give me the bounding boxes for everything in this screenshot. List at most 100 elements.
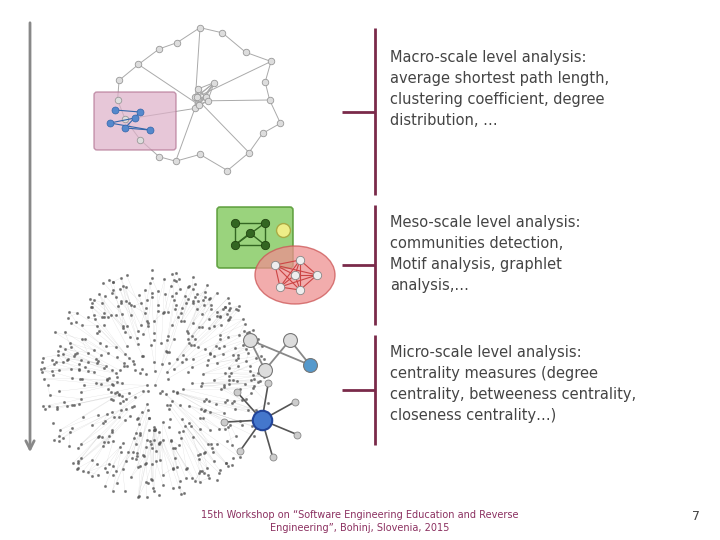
Point [106,311,117,320]
Point [96,313,107,321]
Point [99,291,110,300]
Point [139,452,150,461]
Point [192,305,203,314]
Point [77,413,89,422]
Point [53,437,64,445]
Point [116,379,127,387]
Point [157,435,168,444]
Text: 15th Workshop on “Software Engineering Education and Reverse
Engineering”, Bohin: 15th Workshop on “Software Engineering E… [202,510,518,533]
Point [144,279,156,288]
Point [209,375,220,384]
Point [250,406,261,414]
Point [251,354,262,362]
Point [174,284,186,293]
Point [98,438,109,447]
Point [176,415,188,423]
Point [132,327,144,335]
Point [257,129,269,138]
Point [235,417,246,426]
Point [194,424,205,433]
Point [107,486,118,495]
Point [111,342,122,351]
Point [53,387,65,395]
Point [204,408,216,416]
Point [167,464,179,472]
Point [142,406,153,414]
Point [106,366,117,374]
Point [197,369,209,378]
Point [116,392,127,400]
Point [46,356,58,364]
Point [258,409,270,417]
Point [199,397,210,406]
Point [168,444,179,453]
Point [169,305,181,314]
Point [183,294,194,303]
Point [91,359,103,367]
Point [119,415,130,424]
Point [91,355,102,363]
Point [60,355,72,364]
Point [37,353,49,362]
Point [153,428,165,436]
Point [197,309,208,318]
Point [55,426,66,434]
Point [187,299,199,307]
Point [202,464,213,473]
Point [219,369,230,377]
Point [114,442,126,451]
Point [175,309,186,318]
Point [102,375,113,384]
Point [167,484,179,492]
Point [91,460,103,468]
Point [148,426,160,434]
Point [52,350,63,359]
Point [114,391,125,400]
Point [92,433,104,442]
Point [57,350,68,359]
Point [240,345,251,353]
Point [58,433,69,442]
Point [204,349,215,357]
Point [36,368,48,376]
Point [148,483,159,492]
Point [227,461,238,469]
Point [176,357,188,366]
Point [187,285,199,293]
Point [146,288,158,297]
Point [225,369,237,377]
Point [194,477,205,486]
Point [152,287,163,296]
Point [189,335,201,344]
Point [203,474,215,482]
Point [148,426,160,435]
Point [224,303,235,312]
Point [63,442,75,450]
Point [107,289,118,298]
Point [202,440,214,448]
Point [122,322,133,330]
Point [186,363,197,372]
Point [83,467,94,476]
Point [137,386,148,395]
Point [76,375,87,383]
Point [121,395,132,403]
Point [110,369,122,377]
Point [248,381,260,390]
Point [181,354,192,363]
Point [181,326,192,335]
Point [168,296,179,305]
Point [121,361,132,370]
Point [106,428,117,436]
Point [146,475,158,484]
Point [209,351,220,360]
Point [156,360,168,368]
Point [189,280,200,288]
Point [117,465,128,474]
Point [222,423,233,431]
Point [163,359,174,367]
Point [142,319,153,327]
Point [166,292,178,301]
Point [111,387,122,396]
Point [218,342,230,350]
